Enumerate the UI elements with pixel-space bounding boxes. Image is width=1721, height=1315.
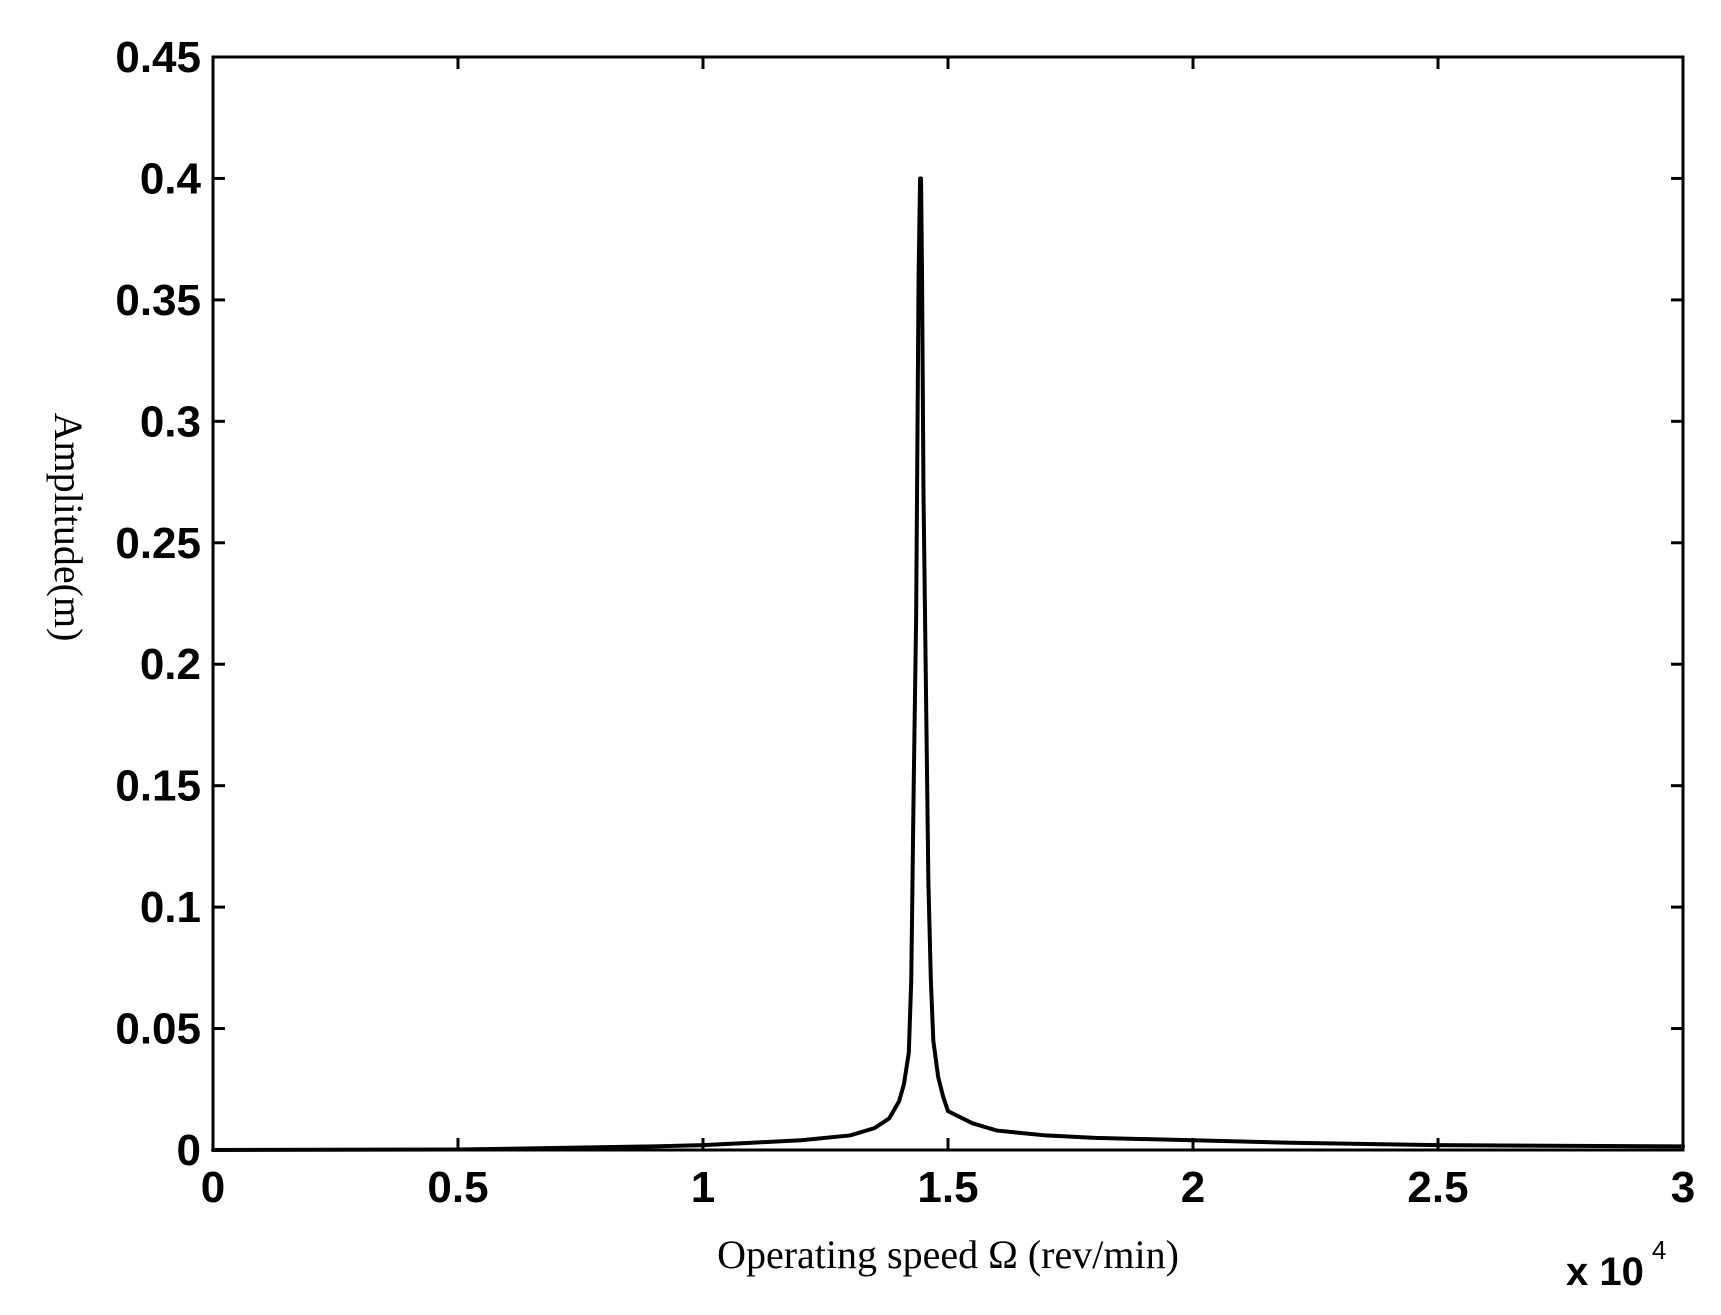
y-tick-labels: 0 0.05 0.1 0.15 0.2 0.25 0.3 0.35 0.4 0.45: [115, 33, 201, 1175]
y-tick-label: 0.1: [140, 883, 201, 932]
x-axis-exponent-base: x 10: [1566, 1250, 1644, 1294]
y-tick-label: 0.2: [140, 640, 201, 689]
x-tick-label: 1.5: [917, 1163, 978, 1212]
x-tick-label: 2.5: [1407, 1163, 1468, 1212]
x-axis-exponent-power: 4: [1652, 1235, 1666, 1265]
x-tick-label: 1: [691, 1163, 715, 1212]
y-tick-label: 0.25: [115, 519, 201, 568]
x-tick-label: 2: [1181, 1163, 1205, 1212]
y-tick-label: 0.05: [115, 1005, 201, 1054]
y-tick-label: 0.3: [140, 397, 201, 446]
y-tick-label: 0: [177, 1126, 201, 1175]
y-axis-title: Amplitude(m): [46, 413, 91, 642]
y-tick-label: 0.15: [115, 762, 201, 811]
x-tick-labels: 0 0.5 1 1.5 2 2.5 3: [201, 1163, 1695, 1212]
x-tick-label: 0.5: [427, 1163, 488, 1212]
x-axis-title: Operating speed Ω (rev/min): [717, 1232, 1179, 1277]
x-tick-label: 0: [201, 1163, 225, 1212]
y-tick-label: 0.45: [115, 33, 201, 82]
y-tick-label: 0.4: [140, 154, 202, 203]
series-line-amplitude: [211, 176, 1685, 1152]
y-tick-label: 0.35: [115, 276, 201, 325]
x-tick-label: 3: [1671, 1163, 1695, 1212]
x-axis-exponent-label: x 10 4: [1566, 1235, 1666, 1294]
